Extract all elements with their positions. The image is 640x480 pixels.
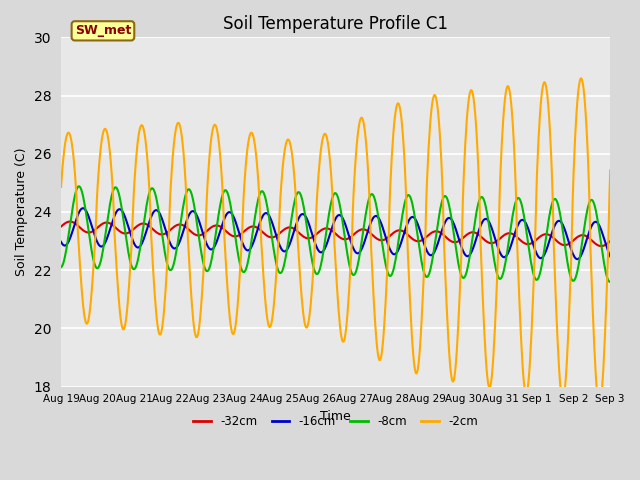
Text: SW_met: SW_met xyxy=(75,24,131,37)
Legend: -32cm, -16cm, -8cm, -2cm: -32cm, -16cm, -8cm, -2cm xyxy=(189,411,483,433)
Title: Soil Temperature Profile C1: Soil Temperature Profile C1 xyxy=(223,15,448,33)
Y-axis label: Soil Temperature (C): Soil Temperature (C) xyxy=(15,148,28,276)
X-axis label: Time: Time xyxy=(320,410,351,423)
